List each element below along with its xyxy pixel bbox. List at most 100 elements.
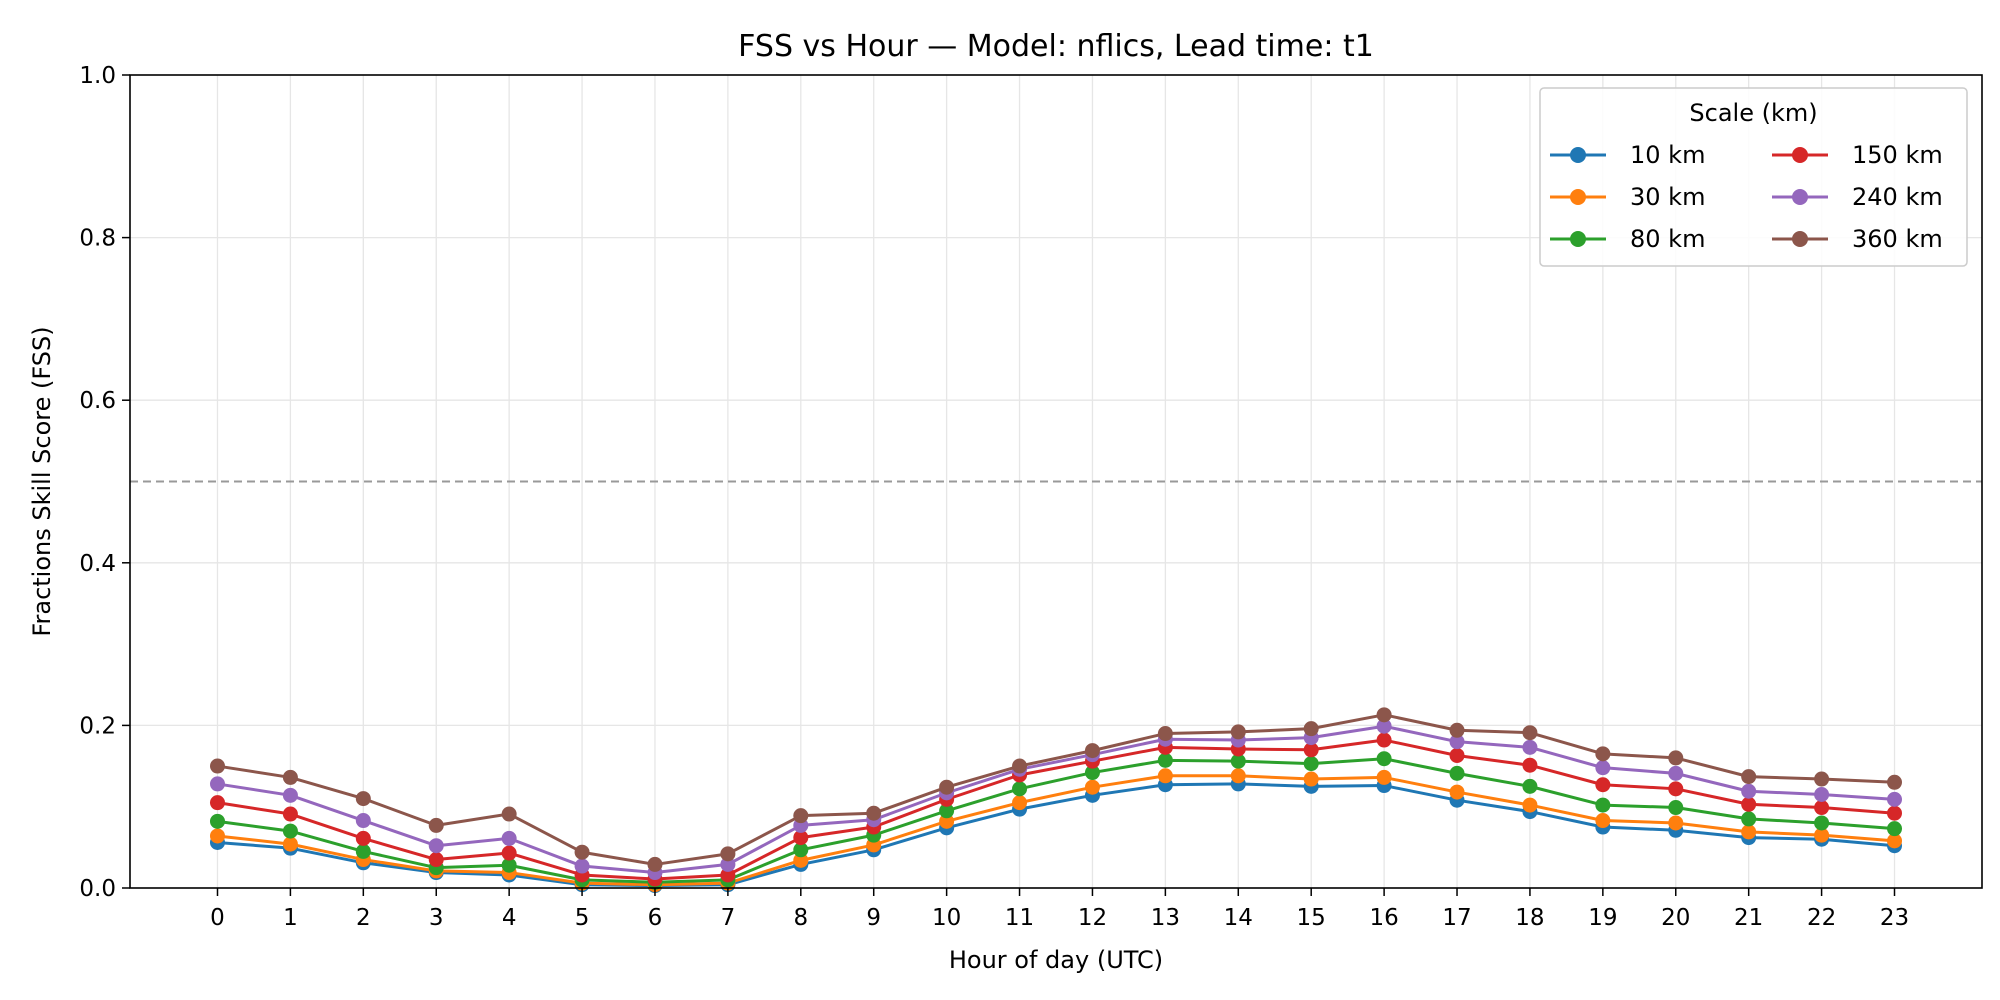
data-point (1814, 771, 1830, 787)
x-tick-label: 16 (1369, 905, 1398, 931)
x-tick-label: 14 (1224, 905, 1253, 931)
legend-label: 10 km (1630, 141, 1705, 169)
data-point (939, 803, 955, 819)
data-point (1230, 768, 1246, 784)
data-point (209, 795, 225, 811)
x-tick-label: 4 (502, 905, 517, 931)
series-line (217, 713, 1895, 866)
x-axis-ticks: 0 1 2 3 4 5 6 7 8 9 10 11 12 13 14 15 16 17 18 19 20 21 22 23 (210, 888, 1909, 931)
data-point (1012, 795, 1028, 811)
legend-title: Scale (km) (1689, 99, 1817, 127)
data-point (282, 769, 298, 785)
data-point (355, 830, 371, 846)
data-point (1741, 811, 1757, 827)
data-point (939, 813, 955, 829)
legend-item: 30 km (1550, 183, 1705, 211)
x-tick-label: 11 (1005, 905, 1034, 931)
legend-swatch-marker (1792, 231, 1808, 247)
data-point (1230, 753, 1246, 769)
data-point (501, 857, 517, 873)
data-point (1668, 781, 1684, 797)
data-point (428, 817, 444, 833)
legend-swatch-marker (1792, 147, 1808, 163)
data-point (282, 806, 298, 822)
data-point (1814, 815, 1830, 831)
data-point (866, 805, 882, 821)
data-point (1084, 765, 1100, 781)
data-point (209, 758, 225, 774)
data-point (1887, 821, 1903, 837)
x-tick-label: 1 (283, 905, 298, 931)
data-point (720, 856, 736, 872)
data-point (501, 845, 517, 861)
data-point (1449, 734, 1465, 750)
legend-label: 360 km (1852, 225, 1943, 253)
x-tick-label: 2 (356, 905, 371, 931)
data-point (1303, 756, 1319, 772)
x-tick-label: 6 (648, 905, 663, 931)
series-line (217, 738, 1895, 881)
data-point (1887, 833, 1903, 849)
data-point (1595, 797, 1611, 813)
data-point (501, 806, 517, 822)
data-point (1668, 815, 1684, 831)
series-group (209, 707, 1903, 894)
data-point (793, 842, 809, 858)
y-tick-label: 0.4 (79, 551, 116, 577)
series-line (217, 774, 1895, 887)
data-point (1595, 813, 1611, 829)
data-point (1084, 779, 1100, 795)
data-point (574, 844, 590, 860)
y-tick-label: 0.2 (79, 713, 116, 739)
legend-swatch-marker (1570, 231, 1586, 247)
data-point (1376, 751, 1392, 767)
data-point (1012, 758, 1028, 774)
data-point (1522, 739, 1538, 755)
x-tick-label: 23 (1880, 905, 1909, 931)
x-tick-label: 15 (1297, 905, 1326, 931)
data-point (1157, 768, 1173, 784)
data-point (1376, 732, 1392, 748)
data-point (1449, 765, 1465, 781)
data-point (1449, 784, 1465, 800)
data-point (1522, 725, 1538, 741)
data-point (282, 836, 298, 852)
data-point (1522, 757, 1538, 773)
data-point (1303, 771, 1319, 787)
legend-item: 360 km (1772, 225, 1943, 253)
data-point (1012, 781, 1028, 797)
data-point (1814, 787, 1830, 803)
data-point (1814, 827, 1830, 843)
data-point (1595, 746, 1611, 762)
data-point (1741, 769, 1757, 785)
data-point (1449, 747, 1465, 763)
data-point (1595, 760, 1611, 776)
x-tick-label: 13 (1151, 905, 1180, 931)
x-tick-label: 10 (932, 905, 961, 931)
data-point (574, 858, 590, 874)
data-point (1741, 824, 1757, 840)
legend-swatch-marker (1570, 189, 1586, 205)
x-tick-label: 9 (866, 905, 881, 931)
data-point (355, 791, 371, 807)
data-point (1376, 718, 1392, 734)
y-tick-label: 0.0 (79, 876, 116, 902)
series-line (217, 782, 1895, 888)
data-point (282, 823, 298, 839)
legend-item: 240 km (1772, 183, 1943, 211)
data-point (355, 843, 371, 859)
legend: Scale (km) 10 km 30 km 80 km 150 km 240 km 36… (1539, 87, 1968, 267)
data-point (501, 830, 517, 846)
data-point (1668, 800, 1684, 816)
data-point (428, 838, 444, 854)
series-240-km (209, 718, 1903, 881)
data-point (720, 867, 736, 883)
data-point (1887, 774, 1903, 790)
x-tick-label: 21 (1734, 905, 1763, 931)
data-point (1230, 724, 1246, 740)
x-tick-label: 3 (429, 905, 444, 931)
data-point (355, 813, 371, 829)
x-tick-label: 12 (1078, 905, 1107, 931)
data-point (1157, 726, 1173, 742)
